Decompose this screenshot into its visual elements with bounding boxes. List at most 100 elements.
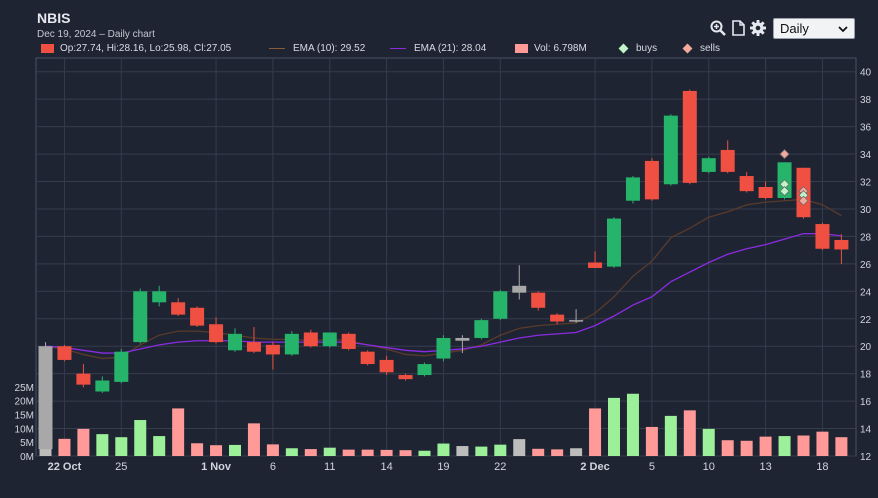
price-tick-label: 12 [860, 452, 872, 463]
volume-bar [683, 410, 696, 456]
volume-bar [570, 448, 583, 456]
date-tick-label: 22 [494, 461, 506, 473]
chart-subtitle: Dec 19, 2024 – Daily chart [37, 29, 155, 40]
date-tick-label: 25 [115, 461, 127, 473]
candle-body [379, 359, 394, 373]
candle-body [701, 158, 716, 172]
volume-bar [342, 449, 355, 456]
candle-body [758, 187, 773, 198]
volume-bar [721, 440, 734, 456]
volume-bar [115, 437, 128, 456]
chart-title: NBIS [37, 10, 71, 26]
candle-body [739, 176, 754, 192]
price-tick-label: 20 [860, 342, 872, 353]
volume-bar [266, 444, 279, 456]
candle-body [834, 239, 849, 250]
candle-body [531, 292, 546, 308]
candle-body [38, 346, 53, 450]
volume-bar [456, 446, 469, 456]
candle-body [152, 291, 167, 303]
legend-volume: Vol: 6.798M [515, 43, 587, 54]
volume-bar [778, 436, 791, 456]
volume-bar [551, 449, 564, 456]
candle-body [682, 90, 697, 183]
volume-tick-label: 10M [15, 424, 34, 435]
volume-bar [210, 445, 223, 456]
legend-ema10-text: EMA (10): 29.52 [293, 43, 366, 54]
volume-bar [191, 443, 204, 456]
volume-bar [513, 439, 526, 456]
legend-buys-text: buys [636, 43, 658, 54]
ema10-swatch [269, 48, 285, 49]
price-tick-label: 32 [860, 178, 872, 189]
volume-bar [475, 446, 488, 456]
candle-body [228, 333, 242, 351]
candle-body [95, 380, 110, 392]
candle-body [246, 342, 261, 352]
volume-bar [361, 449, 374, 456]
price-tick-label: 38 [860, 95, 872, 106]
chart-legend: Op:27.74, Hi:28.16, Lo:25.98, Cl:27.05 E… [36, 42, 856, 56]
ohlc-swatch [41, 44, 54, 53]
candle-body [474, 320, 489, 338]
volume-bar [816, 431, 829, 456]
volume-bar [608, 397, 620, 456]
date-tick-label: 5 [649, 461, 655, 473]
legend-volume-text: Vol: 6.798M [534, 43, 587, 54]
candle-body [512, 285, 527, 293]
volume-bar [759, 436, 772, 456]
document-icon[interactable] [729, 19, 747, 37]
volume-bar [797, 435, 810, 456]
candle-body [57, 346, 72, 360]
sell-marker [798, 195, 809, 206]
candle-body [171, 302, 186, 315]
price-tick-label: 14 [860, 425, 872, 436]
candle-body [341, 333, 356, 349]
candle-body [190, 307, 205, 326]
price-tick-label: 26 [860, 260, 872, 271]
volume-bar [399, 450, 412, 456]
candle-body [663, 115, 678, 185]
legend-buys: buys [618, 43, 658, 54]
candle-body [265, 344, 280, 355]
date-tick-label: 13 [759, 461, 771, 473]
volume-bar [626, 393, 639, 456]
candle-body [815, 224, 830, 249]
zoom-icon[interactable] [709, 19, 727, 37]
chevron-down-icon [838, 21, 848, 36]
candle-body [607, 218, 621, 267]
candle-body [284, 333, 299, 355]
candle-body [550, 314, 565, 322]
volume-bar [532, 448, 545, 456]
price-tick-label: 24 [860, 287, 872, 298]
volume-bar [664, 415, 677, 456]
price-tick-label: 22 [860, 315, 872, 326]
legend-ema21-text: EMA (21): 28.04 [414, 43, 487, 54]
volume-tick-label: 0M [20, 452, 34, 463]
volume-bar [285, 448, 298, 456]
volume-bar [418, 450, 431, 456]
volume-bar [835, 437, 848, 456]
volume-bar [172, 408, 185, 456]
candle-body [303, 332, 318, 347]
volume-bar [380, 449, 393, 456]
date-tick-label: 6 [270, 461, 276, 473]
sell-marker [779, 149, 790, 160]
timeframe-select[interactable]: Daily [773, 18, 855, 39]
candle-body [569, 320, 584, 322]
candle-body [417, 364, 432, 376]
legend-ohlc: Op:27.74, Hi:28.16, Lo:25.98, Cl:27.05 [41, 43, 231, 54]
legend-sells: sells [682, 43, 720, 54]
date-tick-label: 14 [380, 461, 392, 473]
candle-body [398, 375, 413, 380]
price-tick-label: 16 [860, 397, 872, 408]
price-tick-label: 28 [860, 232, 872, 243]
gear-icon[interactable] [749, 19, 767, 37]
volume-bar [229, 444, 241, 456]
candle-body [644, 160, 659, 200]
timeframe-value: Daily [780, 21, 809, 36]
date-tick-label: 11 [324, 461, 335, 473]
volume-bar [437, 443, 450, 456]
volume-bar [740, 440, 753, 456]
